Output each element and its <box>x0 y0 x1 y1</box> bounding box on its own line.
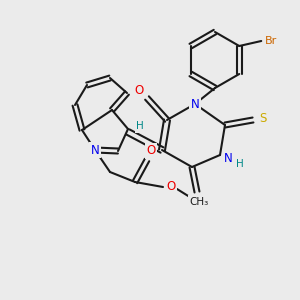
Text: H: H <box>236 159 244 169</box>
Text: N: N <box>224 152 232 166</box>
Text: CH₃: CH₃ <box>189 197 208 207</box>
Text: S: S <box>259 112 267 125</box>
Text: N: N <box>91 143 99 157</box>
Text: O: O <box>146 145 156 158</box>
Text: O: O <box>167 181 176 194</box>
Text: O: O <box>194 196 204 208</box>
Text: O: O <box>134 83 144 97</box>
Text: N: N <box>190 98 200 110</box>
Text: H: H <box>136 121 144 131</box>
Text: Br: Br <box>265 36 278 46</box>
